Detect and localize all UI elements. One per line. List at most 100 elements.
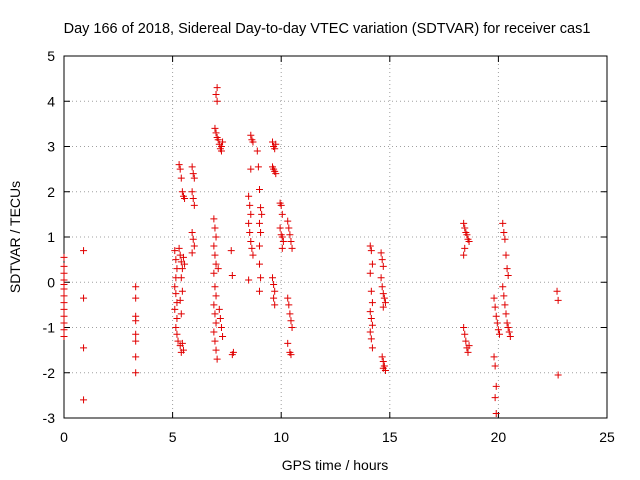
data-point bbox=[286, 310, 294, 318]
x-tick-labels: 0 5 10 15 20 25 bbox=[60, 429, 615, 445]
data-point bbox=[80, 247, 88, 255]
data-point bbox=[504, 271, 512, 279]
data-point bbox=[461, 224, 469, 232]
data-points bbox=[60, 84, 562, 417]
y-axis-label: SDTVAR / TECUs bbox=[7, 181, 23, 293]
data-point bbox=[271, 301, 279, 309]
chart-title: Day 166 of 2018, Sidereal Day-to-day VTE… bbox=[64, 21, 591, 37]
data-point bbox=[228, 351, 236, 359]
data-point bbox=[501, 301, 509, 309]
data-point bbox=[460, 219, 468, 227]
data-point bbox=[181, 260, 189, 268]
data-point bbox=[495, 330, 503, 338]
data-point bbox=[249, 138, 257, 146]
data-point bbox=[377, 274, 385, 282]
data-point bbox=[287, 317, 295, 325]
data-point bbox=[213, 97, 221, 105]
data-point bbox=[60, 333, 68, 341]
data-point bbox=[492, 382, 500, 390]
data-point bbox=[211, 124, 219, 132]
data-point bbox=[494, 326, 502, 334]
data-point bbox=[278, 244, 286, 252]
data-point bbox=[554, 296, 562, 304]
data-point bbox=[210, 328, 218, 336]
data-point bbox=[287, 238, 295, 246]
data-point bbox=[379, 290, 387, 298]
data-point bbox=[366, 269, 374, 277]
x-tick-label: 25 bbox=[599, 429, 615, 445]
data-point bbox=[367, 247, 375, 255]
data-point bbox=[189, 235, 197, 243]
data-point bbox=[211, 310, 219, 318]
data-point bbox=[60, 319, 68, 327]
data-point bbox=[210, 301, 218, 309]
data-point bbox=[181, 195, 189, 203]
data-point bbox=[178, 287, 186, 295]
data-point bbox=[499, 283, 507, 291]
data-point bbox=[461, 330, 469, 338]
data-point bbox=[60, 305, 68, 313]
data-point bbox=[491, 303, 499, 311]
data-point bbox=[277, 201, 285, 209]
y-tick-label: 2 bbox=[47, 184, 55, 200]
data-point bbox=[490, 353, 498, 361]
data-point bbox=[502, 310, 510, 318]
data-point bbox=[214, 265, 222, 273]
data-point bbox=[271, 287, 279, 295]
data-point bbox=[132, 283, 140, 291]
data-point bbox=[175, 244, 183, 252]
data-point bbox=[132, 317, 140, 325]
grid-lines bbox=[64, 56, 607, 418]
data-point bbox=[190, 201, 198, 209]
data-point bbox=[227, 247, 235, 255]
data-point bbox=[272, 140, 280, 148]
data-point bbox=[212, 129, 220, 137]
data-point bbox=[286, 231, 294, 239]
data-point bbox=[172, 256, 180, 264]
data-point bbox=[503, 319, 511, 327]
data-point bbox=[461, 244, 469, 252]
data-point bbox=[288, 324, 296, 331]
data-point bbox=[214, 136, 222, 144]
data-point bbox=[491, 394, 499, 402]
y-tick-label: 5 bbox=[47, 48, 55, 64]
y-tick-label: 1 bbox=[47, 229, 55, 245]
data-point bbox=[378, 353, 386, 361]
data-point bbox=[210, 242, 218, 250]
data-point bbox=[367, 287, 375, 295]
data-point bbox=[211, 224, 219, 232]
data-point bbox=[553, 287, 561, 295]
data-point bbox=[368, 260, 376, 268]
data-point bbox=[210, 269, 218, 277]
data-point bbox=[368, 344, 376, 352]
data-point bbox=[278, 210, 286, 218]
data-point bbox=[247, 210, 255, 218]
data-point bbox=[177, 174, 185, 182]
data-point bbox=[212, 292, 220, 300]
y-tick-label: -1 bbox=[43, 320, 56, 336]
data-point bbox=[188, 163, 196, 171]
data-point bbox=[257, 228, 265, 236]
data-point bbox=[460, 324, 468, 331]
data-point bbox=[499, 219, 507, 227]
data-point bbox=[217, 324, 225, 331]
data-point bbox=[245, 219, 253, 227]
data-point bbox=[502, 251, 510, 259]
data-point bbox=[378, 256, 386, 264]
data-point bbox=[368, 321, 376, 329]
data-point bbox=[276, 224, 284, 232]
y-tick-label: -2 bbox=[43, 365, 56, 381]
data-point bbox=[279, 238, 287, 246]
data-point bbox=[212, 233, 220, 241]
data-point bbox=[171, 305, 179, 313]
data-point bbox=[368, 299, 376, 307]
data-point bbox=[188, 249, 196, 257]
data-point bbox=[211, 251, 219, 259]
data-point bbox=[500, 292, 508, 300]
data-point bbox=[490, 294, 498, 302]
y-tick-labels: -3 -2 -1 0 1 2 3 4 5 bbox=[43, 48, 56, 426]
data-point bbox=[132, 330, 140, 338]
data-point bbox=[506, 333, 514, 341]
data-point bbox=[60, 262, 68, 270]
